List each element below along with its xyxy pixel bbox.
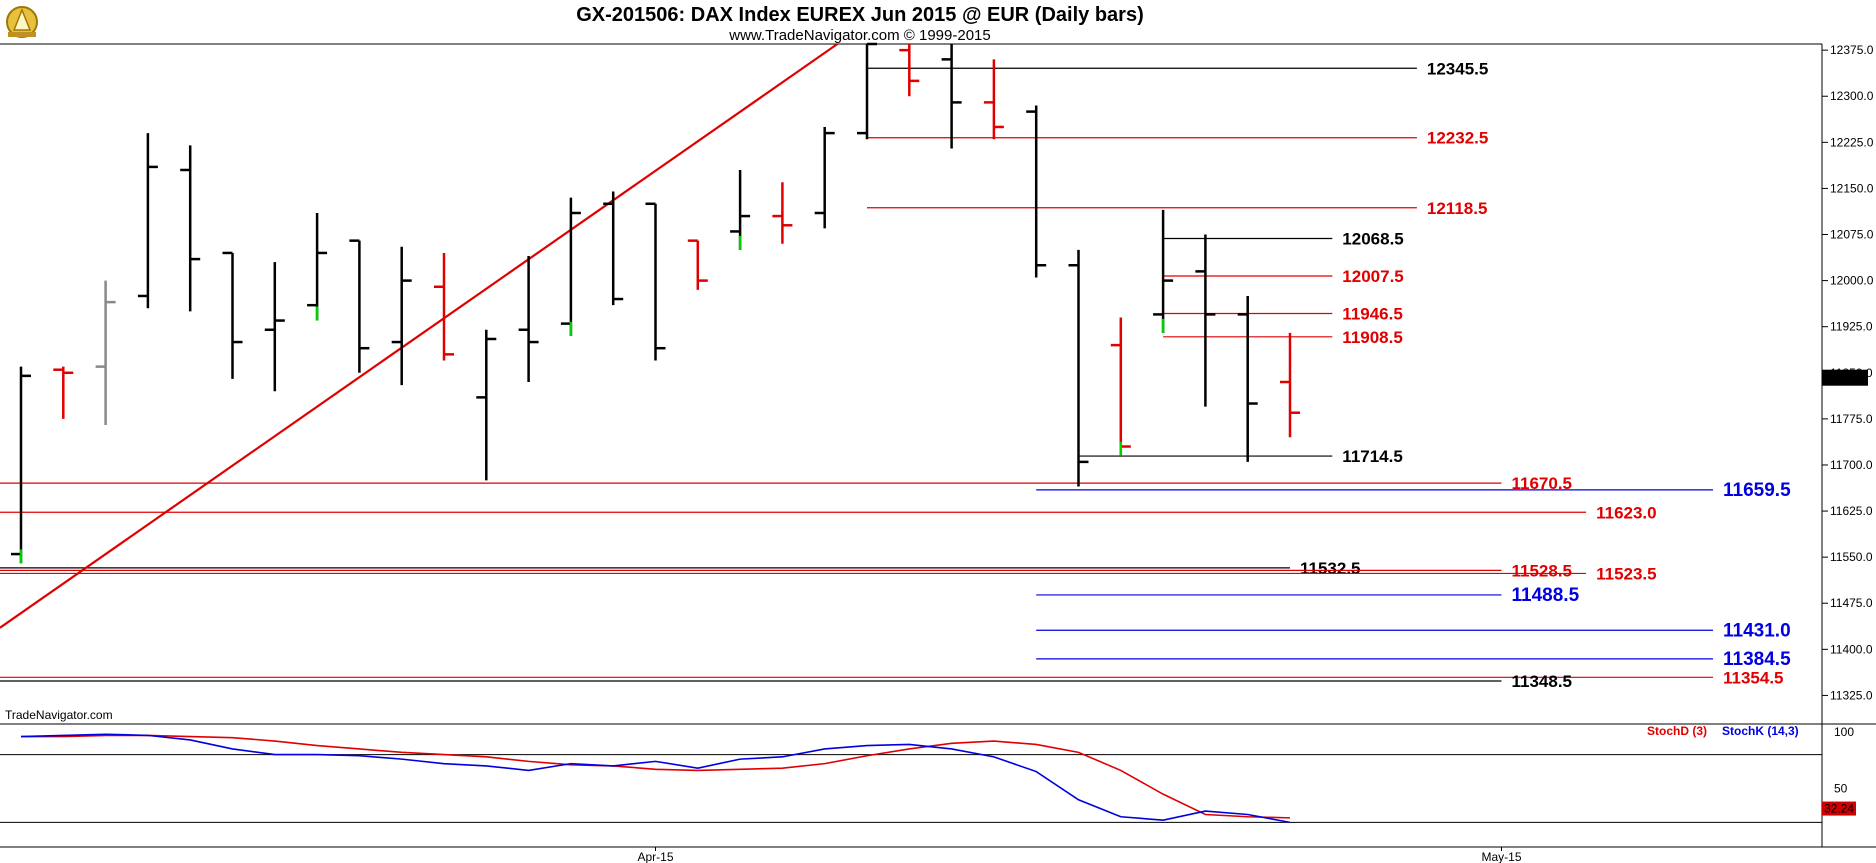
level-label-11431.0: 11431.0 [1723, 620, 1791, 641]
date-tick-label: Apr-15 [637, 850, 673, 863]
level-label-11946.5: 11946.5 [1342, 304, 1403, 323]
price-bars [11, 42, 1300, 564]
price-tick-label: 12150.0 [1830, 181, 1874, 195]
ohlc-bar-5 [180, 145, 201, 312]
ohlc-bar-4 [137, 133, 158, 309]
level-label-11908.5: 11908.5 [1342, 328, 1403, 347]
price-tick-label: 12375.0 [1830, 43, 1874, 57]
ohlc-bar-26 [1068, 249, 1089, 487]
ohlc-bar-31 [1280, 332, 1300, 438]
watermark-label: TradeNavigator.com [5, 708, 113, 722]
ohlc-bar-20 [814, 126, 835, 229]
stochastic-panel [0, 733, 1822, 824]
stochk-line [20, 733, 1291, 824]
ohlc-bar-22 [899, 44, 920, 97]
price-tick-label: 11400.0 [1830, 642, 1873, 656]
stochk-legend: StochK (14,3) [1722, 724, 1799, 738]
chart-subtitle: www.TradeNavigator.com © 1999-2015 [728, 27, 990, 44]
ohlc-bar-27 [1110, 317, 1131, 456]
ohlc-bar-11 [434, 252, 454, 361]
date-tick-label: May-15 [1481, 850, 1521, 863]
ohlc-bar-16 [645, 202, 666, 361]
price-panel-frame [0, 43, 1876, 848]
last-price-label: 11842.0 [1825, 372, 1868, 386]
stoch-last-label: 32.24 [1824, 802, 1854, 816]
ohlc-bar-15 [603, 191, 624, 306]
ohlc-bar-2 [53, 366, 74, 419]
stochd-legend: StochD (3) [1647, 724, 1707, 738]
ohlc-bar-21 [857, 42, 877, 140]
ohlc-bar-18 [730, 169, 751, 250]
ohlc-bar-23 [941, 44, 962, 149]
ohlc-bar-1 [11, 366, 31, 564]
level-label-12232.5: 12232.5 [1427, 129, 1488, 148]
price-tick-label: 11550.0 [1830, 550, 1873, 564]
stoch-tick-label: 50 [1834, 782, 1848, 796]
ohlc-bar-25 [1026, 105, 1047, 278]
ohlc-bar-28 [1153, 209, 1174, 333]
last-price-box [1822, 369, 1868, 386]
ohlc-bar-7 [264, 262, 285, 392]
level-label-11354.5: 11354.5 [1723, 668, 1784, 687]
level-label-12007.5: 12007.5 [1342, 267, 1403, 286]
price-tick-label: 12225.0 [1830, 135, 1874, 149]
stoch-tick-label: 100 [1834, 725, 1854, 739]
trend-line [0, 43, 839, 629]
ohlc-bar-3 [95, 280, 116, 426]
price-tick-label: 12300.0 [1830, 89, 1874, 103]
ohlc-bar-30 [1237, 295, 1258, 462]
ohlc-bar-14 [560, 197, 581, 336]
level-label-11532.5: 11532.5 [1300, 559, 1361, 578]
price-tick-label: 11775.0 [1830, 412, 1873, 426]
level-label-11623.0: 11623.0 [1596, 503, 1657, 522]
price-tick-label: 11475.0 [1830, 596, 1873, 610]
level-label-12118.5: 12118.5 [1427, 199, 1488, 218]
stochd-line [21, 734, 1291, 819]
ohlc-bar-10 [391, 246, 412, 386]
chart-title: GX-201506: DAX Index EUREX Jun 2015 @ EU… [576, 4, 1143, 26]
level-label-11488.5: 11488.5 [1512, 585, 1580, 606]
date-axis: Apr-15 May-15 [637, 847, 1522, 863]
level-label-12345.5: 12345.5 [1427, 59, 1488, 78]
level-label-11384.5: 11384.5 [1723, 649, 1791, 670]
level-label-12068.5: 12068.5 [1342, 230, 1403, 249]
price-tick-label: 12075.0 [1830, 228, 1874, 242]
level-label-11523.5: 11523.5 [1596, 564, 1657, 583]
support-resistance-levels: 12345.5 12232.5 12118.5 12068.5 12007.5 11946… [0, 59, 1791, 691]
price-axis: 12375.0 12300.0 12225.0 12150.0 12075.0 12000… [1822, 43, 1874, 702]
price-tick-label: 11625.0 [1830, 504, 1873, 518]
price-tick-label: 11700.0 [1830, 458, 1873, 472]
level-label-11348.5: 11348.5 [1512, 672, 1573, 691]
stoch-last-box [1822, 801, 1856, 816]
ohlc-bar-19 [772, 182, 793, 244]
price-tick-label: 12000.0 [1830, 274, 1874, 288]
level-label-11670.5: 11670.5 [1512, 474, 1573, 493]
price-tick-label: 11325.0 [1830, 688, 1873, 702]
ohlc-bar-9 [349, 239, 370, 373]
ohlc-bar-24 [983, 59, 1004, 140]
level-label-11528.5: 11528.5 [1512, 561, 1573, 580]
ohlc-bar-6 [222, 251, 243, 379]
trend-line-segment [0, 43, 839, 629]
trade-navigator-logo-icon [6, 6, 38, 38]
ohlc-bar-29 [1195, 234, 1216, 407]
stochastic-axis: 100 50 32.24 [1822, 725, 1856, 816]
price-tick-label: 11925.0 [1830, 320, 1873, 334]
ohlc-bar-8 [307, 213, 328, 321]
ohlc-bar-17 [687, 239, 708, 290]
level-label-11714.5: 11714.5 [1342, 447, 1403, 466]
level-label-11659.5: 11659.5 [1723, 480, 1791, 501]
ohlc-bar-13 [518, 256, 539, 382]
ohlc-bar-12 [476, 329, 497, 481]
